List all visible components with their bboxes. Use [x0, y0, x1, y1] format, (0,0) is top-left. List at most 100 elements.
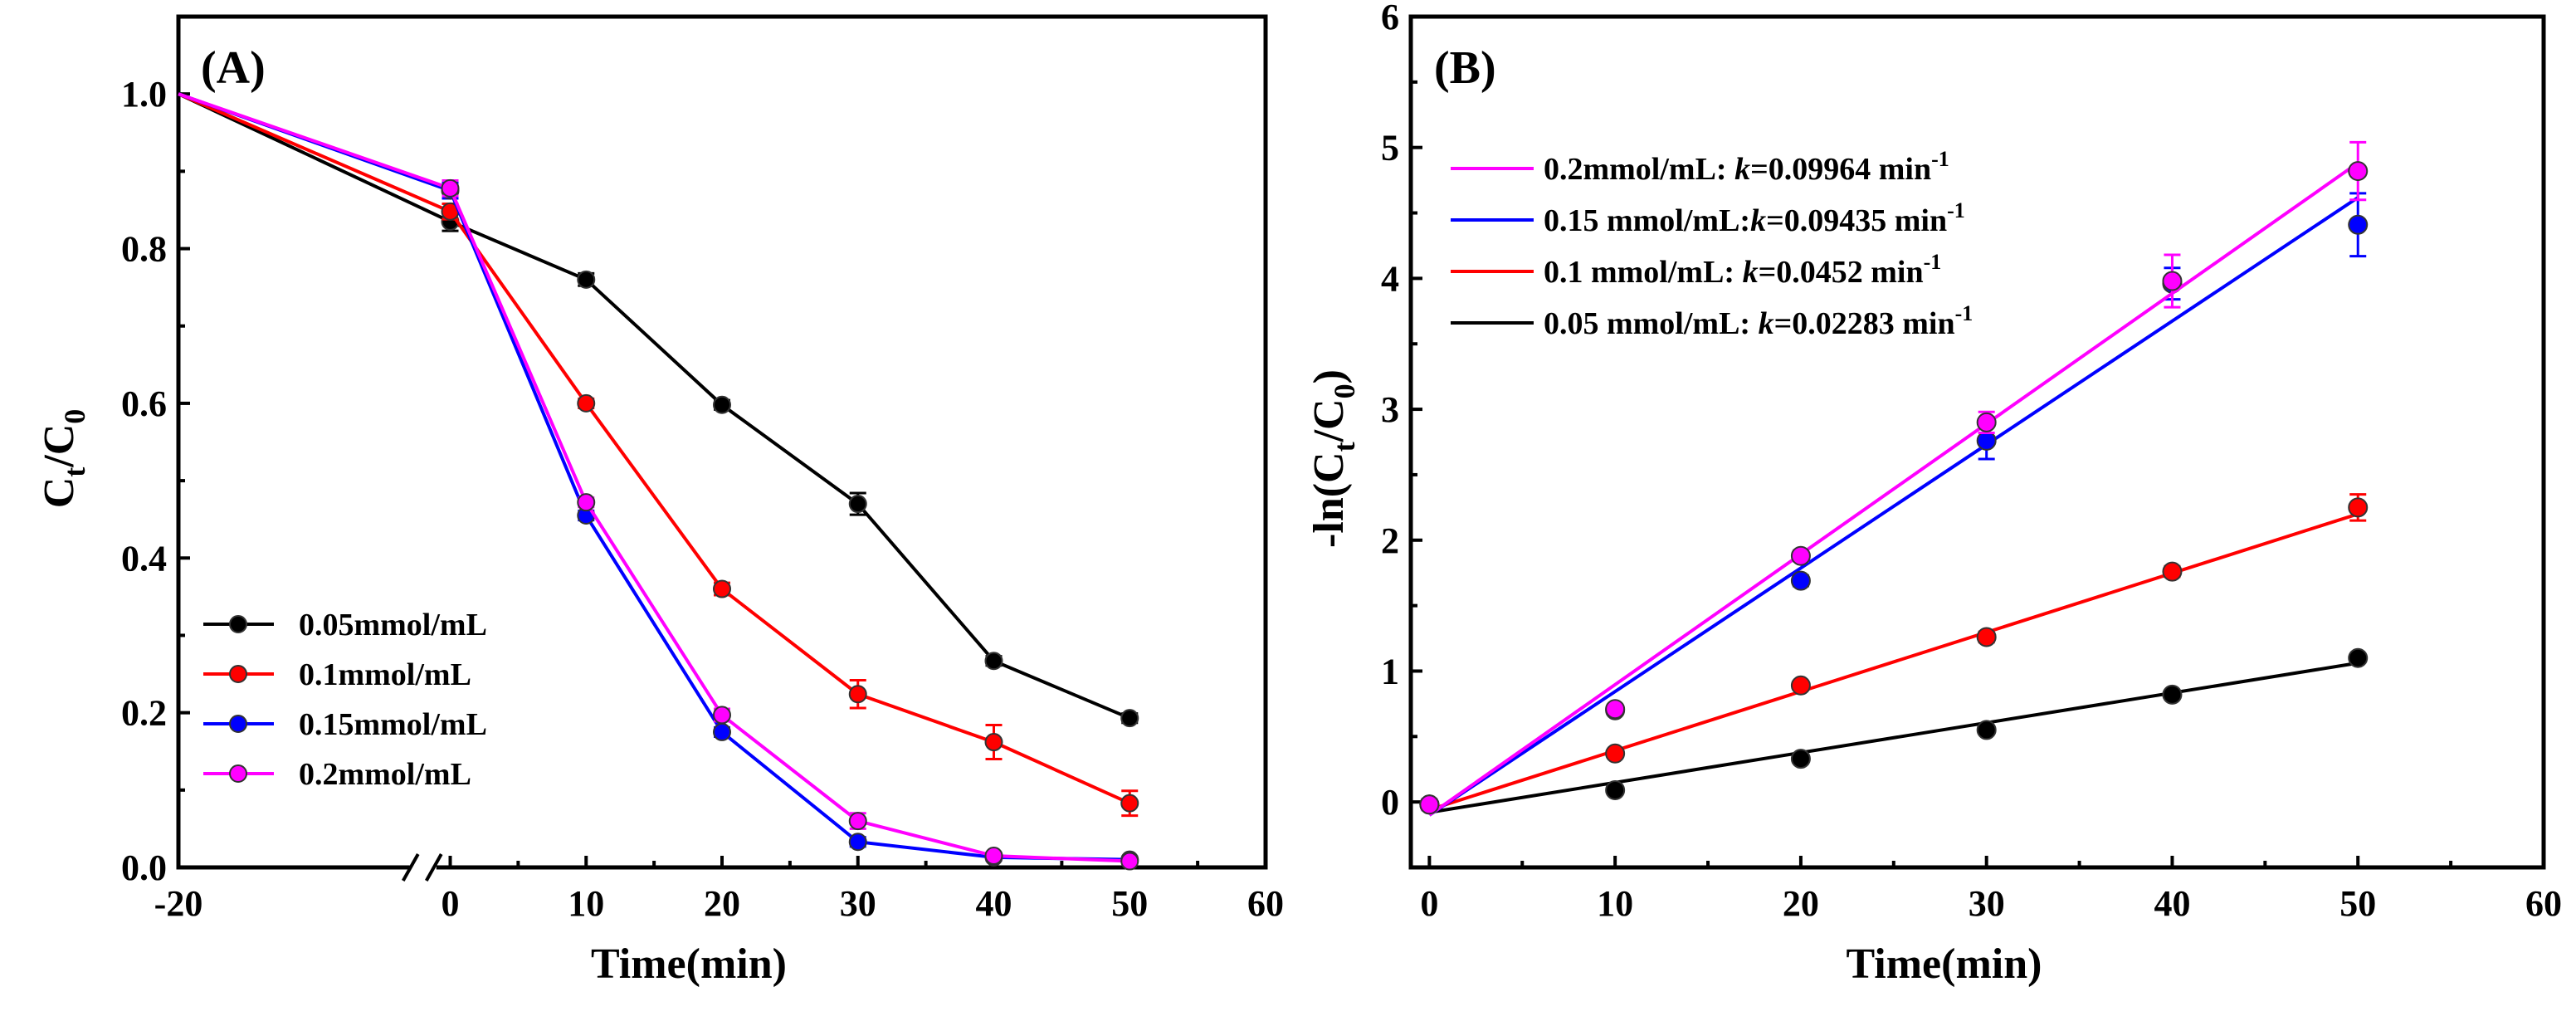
data-point-a — [984, 733, 1003, 752]
y-tick-label-b: 3 — [1381, 389, 1399, 430]
data-point-a — [713, 722, 731, 741]
data-point-b — [1605, 779, 1626, 800]
legend-marker-a — [229, 665, 247, 683]
panel-b-chart: 0 10 20 30 40 50 60 0 1 2 3 4 5 6 Time(min) -ln(Ct/C0) (… — [1305, 0, 2562, 988]
data-point-b — [1790, 749, 1811, 769]
legend-label-b: 0.05 mmol/mL: k=0.02283 min-1 — [1544, 301, 1973, 341]
data-point-a — [848, 812, 867, 831]
series-b-3 — [1419, 140, 2369, 817]
x-tick-label-b: 10 — [1597, 883, 1633, 924]
legend-label-b: 0.2mmol/mL: k=0.09964 min-1 — [1544, 147, 1949, 187]
data-point-b — [2348, 647, 2369, 668]
y-tick-label-a: 1.0 — [121, 74, 167, 115]
legend-label-a: 0.1mmol/mL — [299, 657, 471, 692]
data-point-b — [2348, 161, 2369, 182]
data-point-a — [713, 706, 731, 725]
fit-line-b — [1428, 196, 2359, 817]
legend-label-b: 0.1 mmol/mL: k=0.0452 min-1 — [1544, 250, 1941, 290]
axis-break-mark — [402, 853, 420, 882]
legend-label-a: 0.2mmol/mL — [299, 757, 471, 792]
data-point-a — [1120, 709, 1139, 728]
data-point-b — [2162, 561, 2183, 582]
data-point-b — [2348, 497, 2369, 518]
y-tick-label-b: 1 — [1381, 651, 1399, 691]
data-point-a — [1120, 852, 1139, 871]
panel-label-a: (A) — [201, 42, 266, 94]
data-point-b — [1419, 794, 1440, 815]
data-point-b — [1976, 720, 1997, 740]
x-tick-label-b: 40 — [2154, 883, 2190, 924]
data-point-a — [848, 833, 867, 852]
data-point-b — [1605, 743, 1626, 764]
data-point-a — [577, 270, 596, 289]
data-point-a — [984, 652, 1003, 671]
series-a-1 — [178, 92, 1139, 818]
y-tick-label-b: 6 — [1381, 0, 1399, 37]
legend-marker-a — [229, 764, 247, 783]
x-tick-label-a: 0 — [442, 883, 460, 924]
data-point-a — [1120, 794, 1139, 813]
x-tick-label-a: 10 — [568, 883, 604, 924]
x-tick-label-a: 60 — [1247, 883, 1284, 924]
plot-frame-b — [1408, 14, 2546, 870]
legend-a: 0.05mmol/mL 0.1mmol/mL 0.15mmol/mL 0.2mmol/… — [203, 608, 487, 792]
x-tick-label-a: 30 — [840, 883, 876, 924]
legend-label-a: 0.15mmol/mL — [299, 707, 487, 742]
series-b-1 — [1419, 493, 2369, 815]
y-tick-label-b: 0 — [1381, 782, 1399, 823]
data-point-b — [1976, 412, 1997, 432]
legend-marker-a — [229, 715, 247, 733]
legend-label-b: 0.15 mmol/mL:k=0.09435 min-1 — [1544, 198, 1965, 238]
legend-marker-a — [229, 615, 247, 633]
y-tick-label-b: 2 — [1381, 520, 1399, 561]
y-axis-title-a: Ct/C0 — [36, 409, 91, 509]
series-b-0 — [1419, 647, 2369, 815]
data-point-a — [848, 495, 867, 514]
data-point-a — [577, 393, 596, 413]
fit-line-b — [1428, 512, 2359, 812]
y-tick-label-b: 5 — [1381, 128, 1399, 168]
data-point-b — [1605, 699, 1626, 720]
data-point-a — [984, 847, 1003, 866]
data-point-b — [1790, 545, 1811, 566]
x-tick-label-a: 40 — [976, 883, 1012, 924]
data-point-b — [1976, 430, 1997, 451]
data-point-b — [2162, 271, 2183, 291]
fit-line-b — [1428, 161, 2359, 817]
x-tick-label-b: 20 — [1783, 883, 1819, 924]
series-line-a — [178, 92, 1131, 805]
legend-b: 0.2mmol/mL: k=0.09964 min-1 0.15 mmol/mL:… — [1451, 147, 1973, 341]
x-tick-label-b: 50 — [2339, 883, 2376, 924]
x-tick-label-b: 60 — [2525, 883, 2562, 924]
x-tick-label-a: 20 — [704, 883, 740, 924]
y-tick-label-b: 4 — [1381, 258, 1399, 299]
series-a-3 — [178, 92, 1139, 871]
data-point-b — [1976, 627, 1997, 647]
data-point-b — [2348, 214, 2369, 235]
fit-line-b — [1429, 661, 2359, 814]
x-tick-label-b: 30 — [1969, 883, 2005, 924]
y-tick-label-a: 0.2 — [121, 693, 167, 734]
data-point-b — [1790, 675, 1811, 696]
y-tick-label-a: 0.0 — [121, 847, 167, 888]
x-axis-title-a: Time(min) — [591, 940, 787, 988]
data-point-a — [441, 178, 460, 198]
x-tick-label-a: -20 — [154, 883, 203, 924]
x-axis-title-b: Time(min) — [1847, 940, 2042, 988]
data-point-a — [848, 685, 867, 704]
panel-label-b: (B) — [1434, 42, 1496, 94]
data-point-b — [2162, 684, 2183, 705]
legend-label-a: 0.05mmol/mL — [299, 608, 487, 642]
data-point-b — [1790, 570, 1811, 591]
panel-a-chart: -20 0 10 20 30 40 50 60 0.0 0.2 0.4 0.6 0.8 1.0 Time(m… — [36, 14, 1284, 988]
data-point-a — [713, 579, 731, 598]
data-point-a — [577, 493, 596, 512]
x-tick-label-b: 0 — [1420, 883, 1438, 924]
data-point-a — [713, 395, 731, 414]
x-tick-label-a: 50 — [1111, 883, 1148, 924]
axis-break-mark — [425, 853, 443, 882]
y-tick-label-a: 0.8 — [121, 229, 167, 270]
y-axis-title-b: -ln(Ct/C0) — [1305, 369, 1361, 548]
y-tick-label-a: 0.6 — [121, 383, 167, 424]
